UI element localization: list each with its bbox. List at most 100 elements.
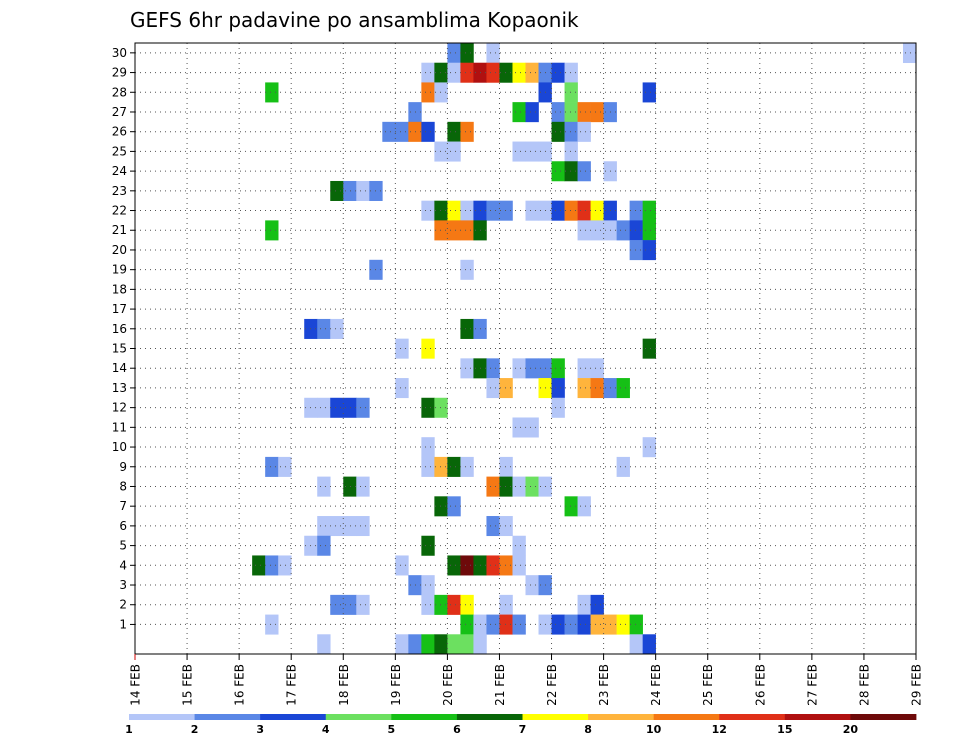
x-tick-label: 28 FEB [857,664,871,706]
heatmap-cell [447,594,461,615]
legend-label: 10 [646,723,662,736]
heatmap-cell [343,476,357,497]
y-tick-label: 14 [112,361,127,375]
heatmap-cell [642,338,656,359]
heatmap-cell [434,397,448,418]
heatmap-cell [616,378,630,399]
heatmap-cell [577,220,591,241]
heatmap-cell [460,62,474,83]
heatmap-cell [499,555,513,576]
heatmap-cell [551,161,565,182]
heatmap-cell [421,82,435,103]
y-tick-label: 12 [112,401,127,415]
heatmap-cell [460,456,474,477]
y-tick-label: 25 [112,144,127,158]
heatmap-cell [499,516,513,537]
heatmap-cell [356,180,370,201]
heatmap-cell [499,200,513,221]
heatmap-cell [577,358,591,379]
heatmap-cell [317,516,331,537]
heatmap-cell [447,62,461,83]
heatmap-cell [317,397,331,418]
heatmap-cell [512,417,526,438]
heatmap-cell [525,358,539,379]
y-tick-label: 13 [112,381,127,395]
legend-label: 7 [519,723,527,736]
legend-label: 2 [191,723,199,736]
heatmap-cell [512,555,526,576]
heatmap-cell [499,614,513,635]
heatmap-cell [421,200,435,221]
heatmap-cell [642,200,656,221]
heatmap-cell [564,62,578,83]
heatmap-cell [525,102,539,123]
y-tick-label: 16 [112,322,127,336]
heatmap-cell [447,496,461,517]
heatmap-cell [577,614,591,635]
heatmap-cell [499,62,513,83]
heatmap-cell [434,456,448,477]
heatmap-cell [629,200,643,221]
legend-label: 5 [388,723,396,736]
heatmap-cell [590,200,604,221]
heatmap-cell [629,634,643,655]
legend-swatch [391,714,458,720]
heatmap-cell [577,496,591,517]
y-tick-label: 30 [112,46,127,60]
legend-swatch [850,714,917,720]
heatmap-cell [499,594,513,615]
color-legend: 1 2 3 4 5 6 7 8 10 12 15 20 [125,714,917,736]
heatmap-cell [512,141,526,162]
legend-swatch [588,714,655,720]
heatmap-cell [447,200,461,221]
heatmap-cell [564,121,578,142]
heatmap-cell [486,614,500,635]
x-tick-label: 29 FEB [910,664,924,706]
heatmap-cell [460,200,474,221]
heatmap-cell [252,555,266,576]
heatmap-cell [460,121,474,142]
heatmap-cell [642,437,656,458]
heatmap-cell [525,62,539,83]
legend-label: 8 [584,723,592,736]
heatmap-cell [330,318,344,339]
heatmap-cell [486,43,500,64]
y-tick-label: 26 [112,125,127,139]
heatmap-cell [434,82,448,103]
heatmap-cell [343,180,357,201]
y-tick-label: 10 [112,440,127,454]
heatmap-cell [460,318,474,339]
x-tick-label: 25 FEB [701,664,715,706]
heatmap-cell [460,634,474,655]
heatmap-cell [473,634,487,655]
heatmap-cell [629,614,643,635]
heatmap-cell [499,476,513,497]
heatmap-cell [447,141,461,162]
heatmap-cell [421,575,435,596]
heatmap-cells [252,43,917,655]
heatmap-cell [590,220,604,241]
heatmap-cell [551,614,565,635]
heatmap-cell [317,318,331,339]
heatmap-cell [421,121,435,142]
heatmap-cell [460,555,474,576]
grid-lines [135,43,916,654]
heatmap-cell [447,634,461,655]
heatmap-cell [525,200,539,221]
heatmap-cell [434,594,448,615]
legend-label: 12 [712,723,727,736]
legend-swatch [129,714,195,720]
y-tick-label: 17 [112,302,127,316]
y-tick-label: 2 [119,598,127,612]
heatmap-cell [343,397,357,418]
heatmap-cell [486,516,500,537]
heatmap-cell [356,476,370,497]
heatmap-cell [356,397,370,418]
heatmap-cell [395,338,409,359]
heatmap-cell [408,634,422,655]
heatmap-cell [447,555,461,576]
heatmap-cell [577,121,591,142]
heatmap-cell [434,496,448,517]
heatmap-cell [265,82,279,103]
heatmap-cell [330,594,344,615]
